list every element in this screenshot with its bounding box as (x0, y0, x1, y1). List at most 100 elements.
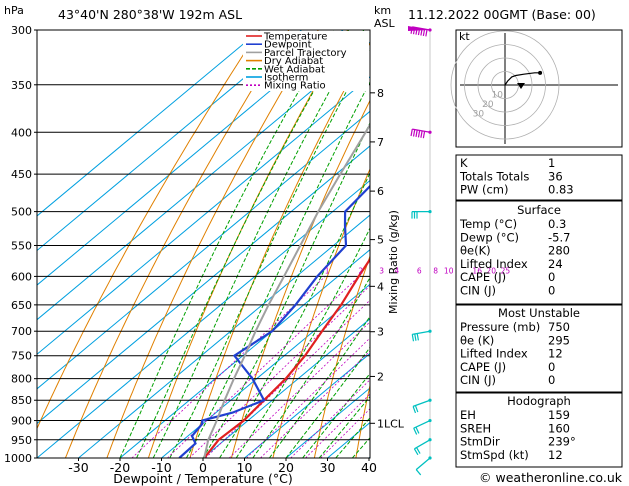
hodograph-trace (504, 72, 541, 86)
km-tick-label: 8 (377, 87, 384, 100)
temp-tick-label: -30 (68, 460, 88, 475)
wind-barb (411, 209, 432, 219)
km-label: km (374, 4, 391, 17)
table-row-value: 0 (548, 284, 555, 298)
wind-barb (411, 329, 432, 342)
mixing-ratio-line (246, 337, 370, 458)
km-tick-label: 7 (377, 136, 384, 149)
most-unstable-box (455, 304, 623, 393)
hodograph-ring (464, 44, 546, 126)
footer-copyright: © weatheronline.co.uk (479, 470, 623, 485)
pressure-tick-label: 500 (11, 206, 32, 219)
table-row-label: CIN (J) (460, 373, 496, 387)
isotherm-line (37, 30, 261, 217)
indices-box (455, 154, 623, 201)
most-unstable-title: Most Unstable (498, 306, 580, 320)
legend-entry: Isotherm (264, 73, 308, 84)
table-row-label: Pressure (mb) (460, 320, 540, 334)
table-row-label: Totals Totals (459, 169, 529, 183)
km-tick-label: 2 (377, 370, 384, 383)
temp-tick-label: -20 (110, 460, 130, 475)
pressure-tick-label: 350 (11, 79, 32, 92)
table-row-label: SREH (460, 421, 491, 435)
hodograph-frame (455, 29, 623, 148)
legend-entry: Mixing Ratio (264, 81, 326, 92)
hodograph-ring-label: 10 (492, 90, 504, 100)
temp-tick-label: 20 (278, 460, 294, 475)
datetime-title: 11.12.2022 00GMT (Base: 00) (408, 7, 596, 22)
table-row-label: CIN (J) (460, 284, 496, 298)
table-row-value: 0 (548, 373, 555, 387)
wet-adiabat (285, 346, 370, 458)
mixing-ratio-line (205, 299, 370, 458)
pressure-axis: 300 350 400 450 500 550 600 650 700 750 800 850 900 9… (4, 24, 37, 465)
dry-adiabat (64, 30, 290, 458)
km-tick-label: 1LCL (377, 417, 405, 430)
wet-adiabat (318, 395, 370, 458)
mixing-ratio-label: 25 (501, 266, 511, 275)
table-row-label: K (460, 156, 468, 170)
hodograph-ring-label: 30 (473, 109, 485, 119)
km-axis: 8 7 6 5 4 3 2 1LCL (370, 87, 405, 430)
table-row-value: 295 (548, 333, 570, 347)
mixing-ratio-label: 16 (472, 266, 482, 275)
hodograph-ring-label: 20 (482, 100, 494, 110)
table-row-value: 12 (548, 448, 563, 462)
mixing-ratio-label: 6 (417, 266, 422, 275)
profile-series (178, 122, 370, 458)
legend-bg (243, 31, 369, 91)
table-row-value: 280 (548, 244, 570, 258)
wind-barbs (408, 26, 432, 476)
table-row-value: 0.83 (548, 183, 574, 197)
legend-entry: Dewpoint (264, 40, 312, 51)
isobar-lines (37, 30, 370, 458)
table-row-value: 24 (548, 257, 563, 271)
table-row-label: CAPE (J) (460, 270, 506, 284)
temperature-axis: -30 -20 -10 0 10 20 30 40 (68, 458, 377, 475)
isotherm-line (37, 41, 370, 321)
isotherm-line (37, 179, 370, 458)
mixing-ratio-label: 1 (325, 266, 330, 275)
table-row-label: StmDir (460, 435, 500, 449)
km-tick-label: 5 (377, 234, 384, 247)
temp-tick-label: 0 (199, 460, 207, 475)
pressure-tick-label: 850 (11, 394, 32, 407)
table-row-label: θe (K) (460, 333, 494, 347)
km-tick-label: 4 (377, 280, 384, 293)
location-title: 43°40'N 280°38'W 192m ASL (58, 7, 242, 22)
legend-entry: Parcel Trajectory (264, 48, 347, 59)
isotherm-line (37, 30, 302, 252)
temp-tick-label: -10 (151, 460, 171, 475)
mixing-ratio-label: 3 (379, 266, 384, 275)
hodograph-unit: kt (459, 30, 470, 43)
dry-adiabat (355, 383, 370, 458)
pressure-tick-label: 300 (11, 24, 32, 37)
legend-entry: Wet Adiabat (264, 64, 325, 75)
table-row-value: 750 (548, 320, 570, 334)
table-row-label: θe(K) (460, 244, 491, 258)
pressure-tick-label: 700 (11, 325, 32, 338)
km-tick-label: 3 (377, 326, 384, 339)
mixing-ratio-axis-title: Mixing Ratio (g/kg) (387, 210, 400, 314)
isotherm-line (202, 318, 370, 458)
top-wind-marker (408, 26, 430, 31)
asl-label: ASL (374, 17, 396, 30)
isotherm-line (37, 30, 344, 286)
wet-adiabat (268, 315, 370, 458)
wind-barb (413, 418, 432, 435)
wind-barb (412, 398, 432, 414)
table-row-label: Temp (°C) (459, 217, 517, 231)
legend-entry: Dry Adiabat (264, 56, 323, 67)
mixing-ratio-label: 4 (395, 266, 400, 275)
surface-box (455, 200, 623, 305)
mixing-ratio-label: 10 (444, 266, 454, 275)
isotherm-line (37, 110, 370, 390)
temp-tick-label: 30 (320, 460, 336, 475)
table-row-value: 0.3 (548, 217, 566, 231)
legend-entry: Temperature (263, 32, 327, 43)
dry-adiabat (147, 30, 349, 458)
table-row-label: Lifted Index (460, 347, 528, 361)
series-dewpoint (178, 184, 370, 458)
